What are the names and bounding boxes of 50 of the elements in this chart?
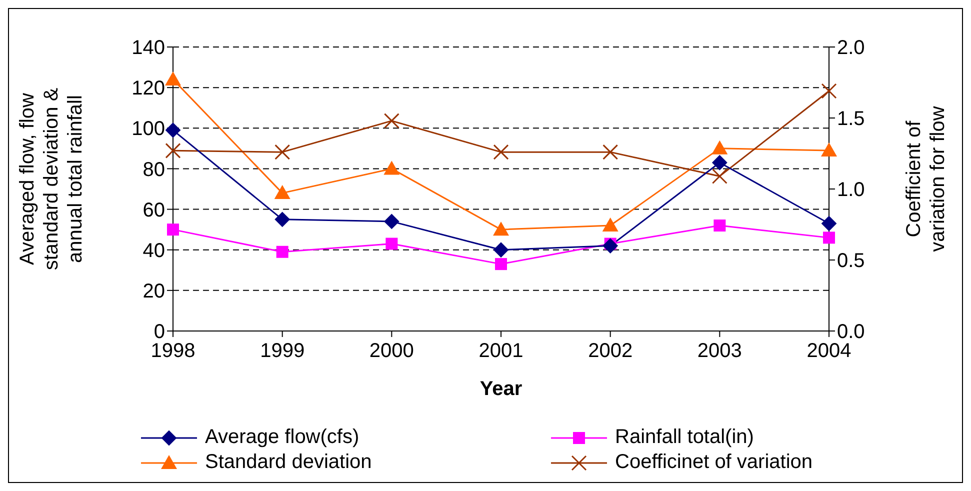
legend-label: Average flow(cfs): [205, 425, 360, 450]
point: [494, 242, 508, 258]
point: [165, 71, 181, 86]
legend-label: Coefficinet of variation: [615, 450, 813, 475]
x-tick-label: 2002: [588, 340, 633, 362]
legend-label: Standard deviation: [205, 450, 372, 475]
point: [384, 160, 400, 175]
y-tick-label: 140: [132, 37, 165, 60]
y2-tick-label: 1.0: [837, 179, 865, 202]
x-tick-label: 2001: [478, 340, 524, 362]
x-axis-title: Year: [480, 378, 522, 400]
point: [712, 140, 728, 154]
point: [493, 222, 509, 236]
y2-tick-label: 0.5: [837, 250, 865, 272]
point: [276, 246, 288, 258]
point: [384, 113, 400, 129]
point: [165, 142, 181, 158]
y-tick-label: 20: [142, 280, 165, 303]
point: [274, 185, 290, 200]
y-tick-label: 40: [142, 240, 165, 262]
point: [823, 232, 835, 244]
point: [384, 214, 400, 229]
point: [712, 168, 728, 184]
point: [821, 142, 837, 156]
point: [714, 220, 726, 232]
y2-tick-label: 1.5: [837, 108, 865, 130]
y2-axis-title: Coefficient of variation for flow: [902, 105, 950, 254]
point: [493, 144, 509, 160]
point: [602, 238, 618, 254]
point: [495, 258, 507, 270]
point: [274, 144, 290, 160]
y-tick-label: 100: [132, 118, 165, 140]
x-tick-label: 1999: [260, 340, 305, 362]
y2-tick-label: 2.0: [837, 37, 865, 60]
y-tick-label: 120: [132, 78, 165, 100]
point: [602, 144, 618, 160]
point: [386, 238, 398, 250]
y-axis-title: Averaged flow, flow standard deviation & annual total rainfall: [16, 86, 88, 272]
x-tick-label: 2000: [369, 340, 414, 362]
point: [274, 212, 290, 227]
legend-label: Rainfall total(in): [615, 425, 754, 450]
point: [712, 155, 728, 170]
point: [822, 216, 836, 231]
y-tick-label: 80: [142, 158, 165, 181]
x-tick-label: 2003: [697, 340, 742, 362]
point: [821, 83, 837, 99]
point: [166, 122, 180, 138]
y-tick-label: 60: [142, 199, 165, 222]
point: [602, 218, 618, 232]
point: [167, 224, 179, 236]
